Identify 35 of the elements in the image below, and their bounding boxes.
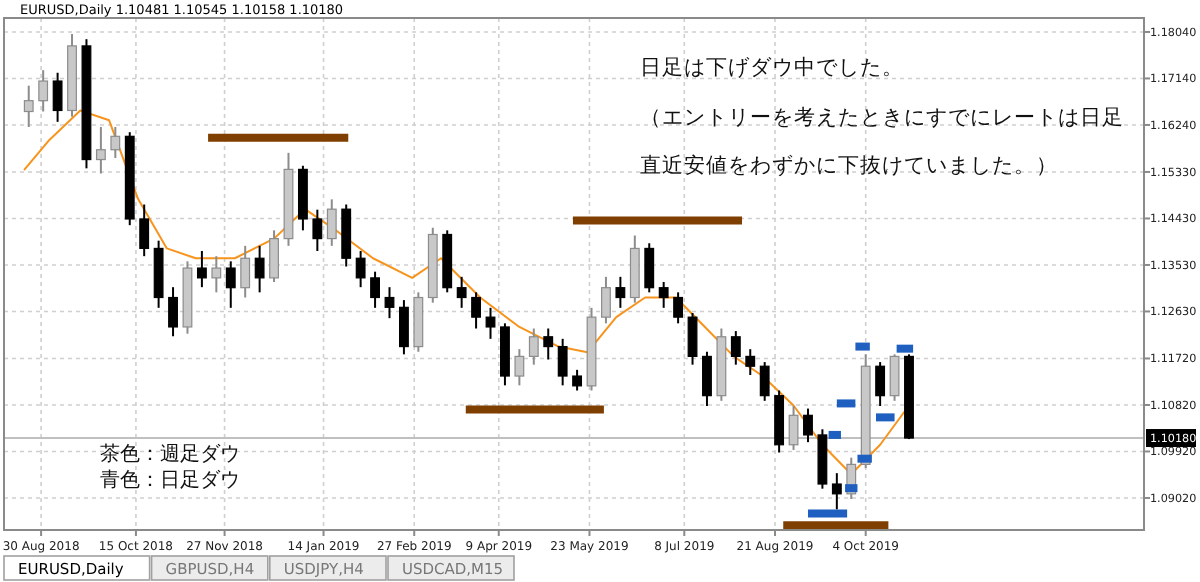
candlestick bbox=[196, 250, 207, 289]
candlestick bbox=[615, 275, 626, 309]
candlestick bbox=[485, 306, 496, 340]
candlestick bbox=[730, 330, 741, 366]
annotation: 青色：日足ダウ bbox=[100, 468, 240, 492]
candlestick bbox=[803, 407, 813, 444]
candlestick bbox=[673, 291, 684, 325]
candlestick bbox=[745, 348, 756, 377]
candlestick bbox=[110, 126, 121, 160]
candlestick bbox=[254, 244, 265, 294]
candlestick bbox=[831, 472, 842, 511]
annotation: 直近安値をわずかに下抜けていました。） bbox=[640, 152, 1058, 178]
candlestick bbox=[687, 312, 698, 366]
candlestick bbox=[759, 361, 770, 402]
annotation: 日足は下げダウ中でした。 bbox=[640, 54, 904, 80]
candlestick bbox=[875, 361, 886, 407]
candlestick bbox=[644, 242, 655, 294]
candlestick bbox=[471, 291, 482, 330]
candlestick bbox=[543, 327, 554, 361]
candlestick bbox=[702, 350, 712, 407]
candlestick bbox=[312, 208, 323, 253]
candlestick bbox=[557, 337, 568, 387]
candlestick bbox=[384, 286, 395, 320]
annotation: （エントリーを考えたときにすでにレートは日足 bbox=[640, 104, 1124, 130]
candlestick bbox=[225, 260, 236, 309]
candlestick bbox=[139, 203, 150, 258]
candlestick bbox=[572, 368, 583, 392]
candlestick bbox=[399, 299, 409, 356]
candlestick bbox=[658, 281, 669, 309]
candlestick bbox=[168, 286, 178, 338]
candlestick bbox=[355, 250, 366, 289]
candlestick bbox=[370, 270, 380, 309]
candlestick bbox=[456, 275, 467, 309]
annotation: 茶色：週足ダウ bbox=[100, 442, 240, 466]
candlestick bbox=[52, 71, 63, 123]
